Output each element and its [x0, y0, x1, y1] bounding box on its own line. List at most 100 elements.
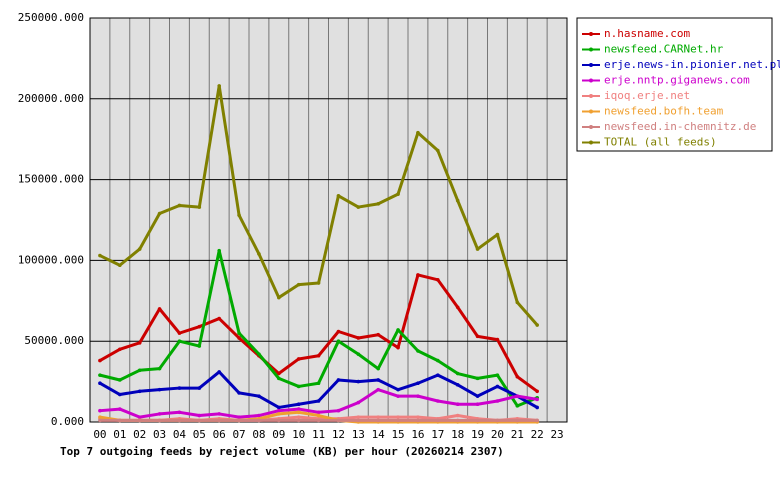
data-point	[137, 247, 142, 251]
data-point	[217, 84, 221, 88]
data-point	[336, 193, 341, 198]
data-point	[376, 378, 380, 382]
data-point	[515, 394, 520, 398]
data-point	[396, 415, 400, 419]
data-point	[416, 273, 420, 277]
data-point	[277, 405, 281, 410]
x-tick-label: 18	[451, 428, 464, 441]
data-point	[356, 336, 361, 340]
data-point	[416, 349, 420, 353]
legend-dot	[589, 32, 593, 36]
x-tick-label: 15	[391, 428, 404, 441]
data-point	[177, 331, 182, 335]
x-tick-label: 23	[550, 428, 563, 441]
data-point	[515, 300, 520, 305]
y-tick-label: 150000.000	[18, 173, 84, 186]
x-tick-label: 08	[252, 428, 265, 441]
data-point	[356, 205, 361, 209]
data-point	[356, 379, 361, 384]
data-point	[515, 404, 520, 408]
data-point	[277, 376, 281, 381]
legend-label: newsfeed.CARNet.hr	[604, 43, 724, 56]
legend-label: erje.news-in.pionier.net.pl	[604, 58, 780, 71]
legend-dot	[589, 47, 593, 52]
data-point	[257, 394, 261, 398]
y-tick-label: 0.000	[51, 415, 84, 428]
x-tick-label: 03	[153, 428, 166, 441]
data-point	[197, 324, 202, 329]
data-point	[535, 418, 539, 423]
y-tick-label: 250000.000	[18, 11, 84, 24]
x-tick-label: 04	[173, 428, 187, 441]
data-point	[157, 307, 162, 311]
x-tick-label: 07	[232, 428, 245, 441]
data-point	[475, 394, 480, 398]
data-point	[436, 148, 440, 153]
data-point	[396, 345, 400, 350]
data-point	[277, 418, 281, 423]
data-point	[98, 415, 102, 419]
data-point	[237, 415, 241, 419]
data-point	[316, 410, 321, 415]
data-point	[396, 328, 400, 332]
x-tick-label: 01	[113, 428, 126, 441]
data-point	[137, 415, 142, 419]
data-point	[356, 415, 361, 419]
legend-label: erje.nntp.giganews.com	[604, 74, 750, 87]
data-point	[396, 387, 400, 392]
x-tick-label: 19	[471, 428, 484, 441]
x-tick-label: 10	[292, 428, 305, 441]
x-tick-label: 06	[213, 428, 226, 441]
legend-label: n.hasname.com	[604, 27, 690, 40]
data-point	[137, 341, 142, 345]
data-point	[316, 281, 321, 285]
data-point	[137, 368, 142, 373]
legend-dot	[589, 94, 593, 98]
data-point	[237, 336, 241, 340]
legend-label: TOTAL (all feeds)	[604, 136, 717, 149]
data-point	[416, 394, 420, 398]
legend-label: newsfeed.in-chemnitz.de	[604, 120, 756, 133]
data-point	[237, 331, 241, 335]
data-point	[197, 418, 202, 423]
data-point	[336, 339, 341, 344]
data-point	[157, 366, 162, 371]
data-point	[197, 344, 202, 348]
x-tick-label: 11	[312, 428, 325, 441]
data-point	[316, 413, 321, 418]
chart-title: Top 7 outgoing feeds by reject volume (K…	[60, 445, 504, 458]
data-point	[197, 386, 202, 390]
legend-dot	[589, 109, 593, 114]
data-point	[336, 329, 341, 334]
data-point	[396, 418, 400, 423]
x-tick-label: 17	[431, 428, 444, 441]
data-point	[436, 358, 440, 363]
data-point	[177, 410, 182, 415]
data-point	[118, 347, 122, 352]
data-point	[535, 397, 539, 402]
x-tick-label: 22	[531, 428, 544, 441]
data-point	[535, 323, 539, 327]
data-point	[217, 248, 221, 253]
x-tick-label: 21	[511, 428, 524, 441]
data-point	[455, 371, 460, 376]
data-point	[296, 282, 301, 287]
data-point	[475, 402, 480, 407]
data-point	[356, 352, 361, 356]
data-point	[277, 408, 281, 413]
data-point	[197, 413, 202, 418]
legend-label: iqoq.erje.net	[604, 89, 690, 102]
data-point	[455, 402, 460, 407]
data-point	[475, 376, 480, 381]
data-point	[416, 381, 420, 386]
data-point	[257, 413, 261, 418]
data-point	[237, 391, 241, 395]
data-point	[137, 389, 142, 394]
data-point	[336, 418, 341, 423]
data-point	[296, 384, 301, 389]
data-point	[98, 253, 102, 258]
data-point	[98, 358, 102, 363]
data-point	[316, 381, 321, 386]
data-point	[296, 357, 301, 361]
